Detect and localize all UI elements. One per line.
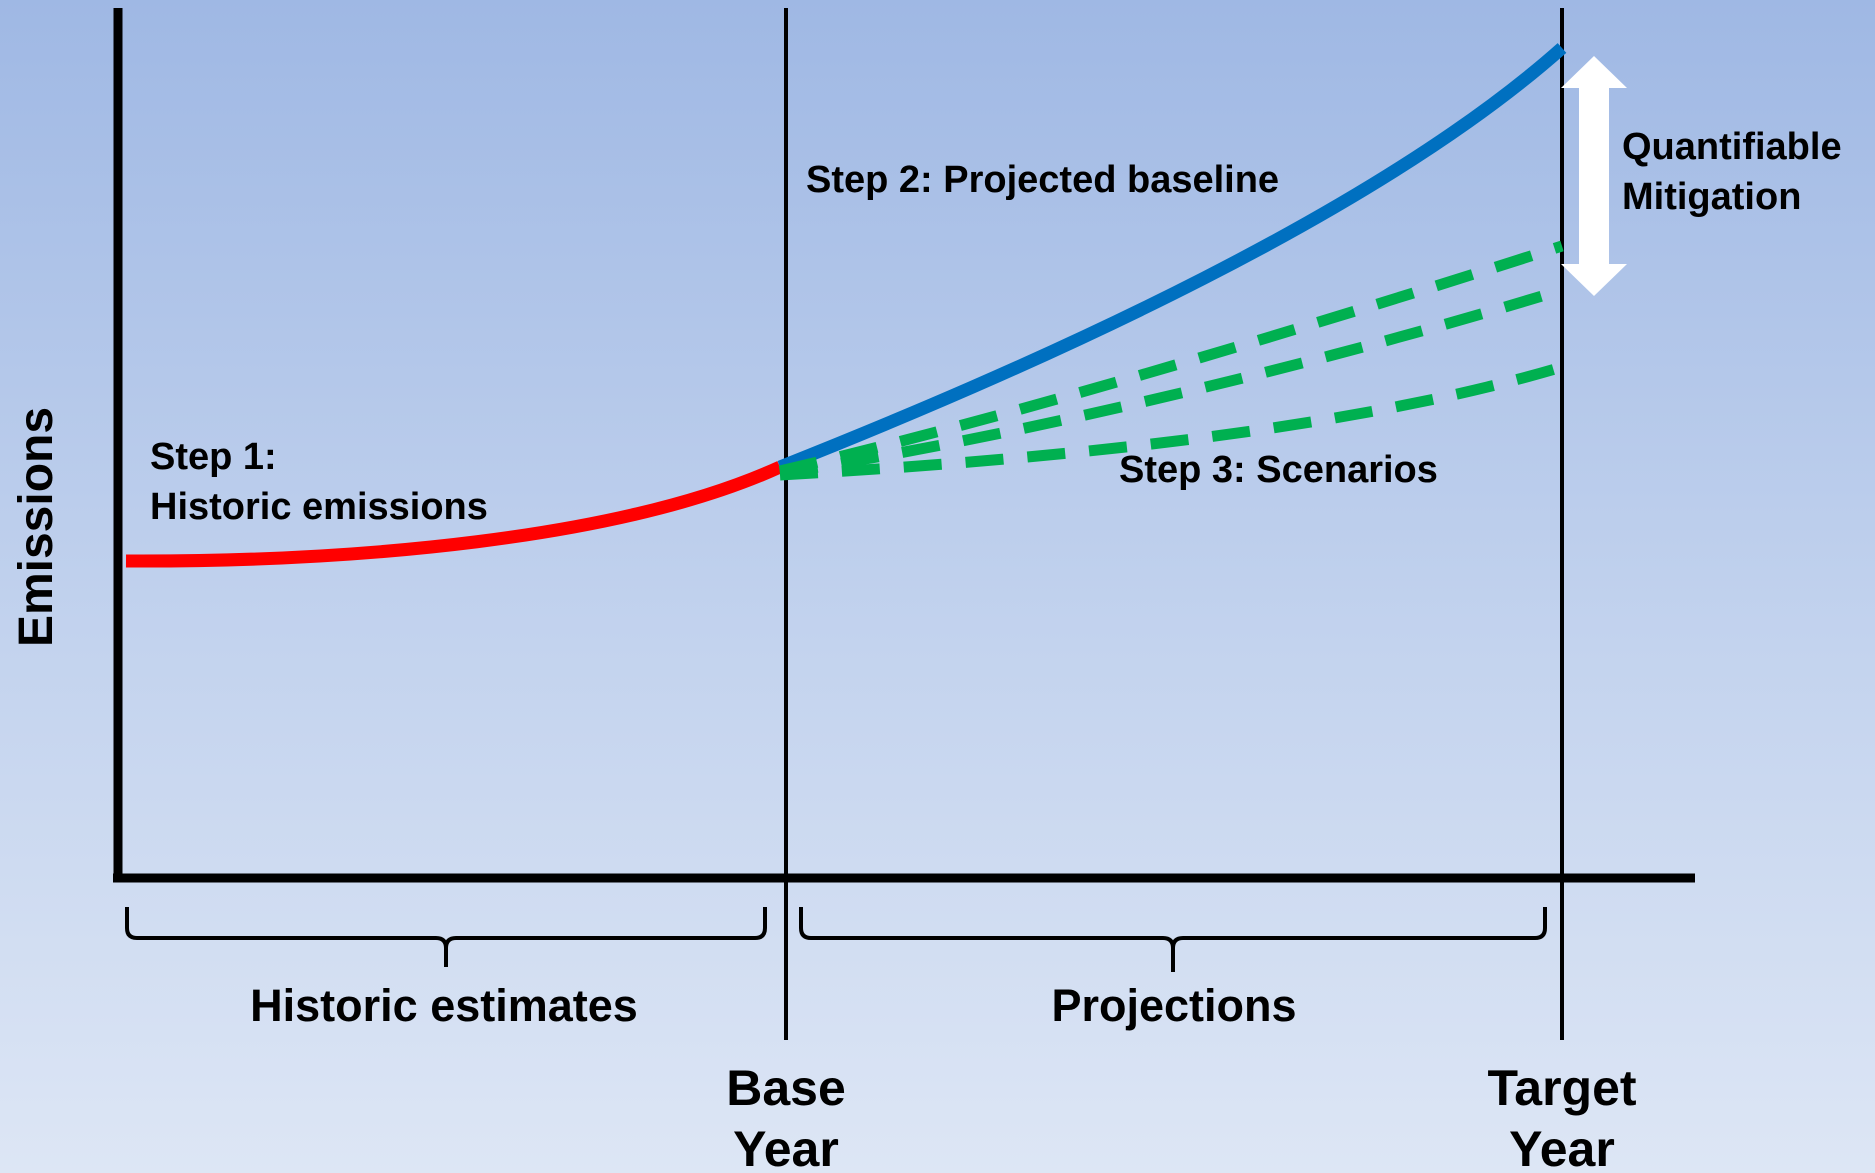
projections-label: Projections (1051, 980, 1296, 1031)
step1-label-line1: Step 1: (150, 436, 277, 478)
base-year-label-line2: Year (733, 1121, 839, 1173)
historic-estimates-label: Historic estimates (250, 980, 638, 1031)
historic-estimates-brace (125, 907, 767, 967)
step2-label: Step 2: Projected baseline (806, 159, 1279, 201)
target-year-label-line2: Year (1509, 1121, 1615, 1173)
projected-baseline-curve (777, 43, 1567, 474)
scenario-line-1 (778, 240, 1564, 477)
mitigation-label-line1: Quantifiable (1622, 126, 1842, 168)
scenario-line-2 (779, 284, 1564, 479)
mitigation-label-line2: Mitigation (1622, 176, 1801, 218)
target-year-label-line1: Target (1487, 1060, 1636, 1116)
base-year-label-line1: Base (726, 1060, 846, 1116)
mitigation-double-arrow (1561, 56, 1627, 296)
step3-label: Step 3: Scenarios (1119, 449, 1438, 491)
historic-emissions-curve (125, 461, 783, 568)
y-axis-label: Emissions (10, 407, 63, 647)
scenario-line-3 (779, 361, 1564, 481)
projections-brace (799, 907, 1547, 972)
step1-label-line2: Historic emissions (150, 486, 488, 528)
